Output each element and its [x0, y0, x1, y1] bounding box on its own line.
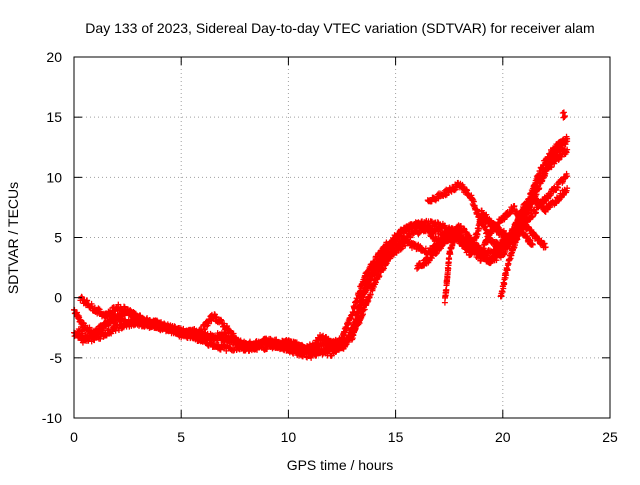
data-point	[446, 256, 453, 263]
data-point	[542, 244, 549, 251]
data-point	[555, 184, 562, 191]
data-point	[500, 285, 507, 292]
series-day-j	[559, 109, 568, 121]
data-point	[91, 337, 98, 344]
data-point	[474, 208, 481, 215]
data-point	[548, 163, 555, 170]
data-point	[245, 341, 252, 348]
data-point	[213, 335, 220, 342]
data-point	[405, 226, 412, 233]
data-point	[447, 251, 454, 258]
data-point	[446, 224, 453, 231]
axis-ticks: 0 5 10 15 20 25 -10 -5 0 5 10 15 20	[42, 49, 618, 445]
data-point	[351, 326, 358, 333]
data-point	[111, 320, 118, 327]
data-point	[105, 322, 112, 329]
y-tick-label: 10	[46, 169, 62, 185]
data-point	[201, 336, 208, 343]
y-axis-label: SDTVAR / TECUs	[5, 182, 21, 294]
data-points	[71, 109, 571, 361]
data-point	[263, 346, 270, 353]
y-tick-label: 20	[46, 49, 62, 65]
y-tick-label: -10	[42, 410, 62, 426]
chart-title: Day 133 of 2023, Sidereal Day-to-day VTE…	[85, 20, 594, 36]
data-point	[564, 135, 571, 142]
data-point	[309, 345, 316, 352]
x-tick-label: 15	[388, 429, 404, 445]
data-point	[112, 318, 119, 325]
data-point	[532, 209, 539, 216]
data-point	[450, 235, 457, 242]
data-point	[529, 241, 536, 248]
y-tick-label: 0	[54, 290, 62, 306]
data-point	[290, 350, 297, 357]
series-day-d	[71, 170, 571, 359]
data-point	[273, 344, 280, 351]
x-tick-label: 25	[602, 429, 618, 445]
data-point	[499, 289, 506, 296]
data-point	[496, 245, 503, 252]
data-point	[138, 318, 145, 325]
data-point	[564, 185, 571, 192]
data-point	[561, 112, 568, 119]
data-point	[483, 211, 490, 218]
y-tick-label: 15	[46, 109, 62, 125]
data-point	[475, 225, 482, 232]
data-point	[564, 146, 571, 153]
data-point	[470, 198, 477, 205]
y-tick-label: 5	[54, 230, 62, 246]
data-point	[398, 232, 405, 239]
x-tick-label: 0	[70, 429, 78, 445]
data-point	[509, 236, 516, 243]
data-point	[367, 291, 374, 298]
data-point	[521, 216, 528, 223]
data-point	[202, 336, 209, 343]
y-tick-label: -5	[50, 350, 63, 366]
data-point	[201, 326, 208, 333]
x-tick-label: 10	[281, 429, 297, 445]
x-axis-label: GPS time / hours	[287, 457, 394, 473]
x-tick-label: 5	[177, 429, 185, 445]
data-point	[519, 209, 526, 216]
data-point	[564, 173, 571, 180]
series-day-g	[441, 235, 457, 306]
data-point	[474, 231, 481, 238]
data-point	[259, 341, 266, 348]
x-tick-label: 20	[495, 429, 511, 445]
series-day-i	[478, 207, 536, 248]
data-point	[511, 203, 518, 210]
data-point	[562, 138, 569, 145]
